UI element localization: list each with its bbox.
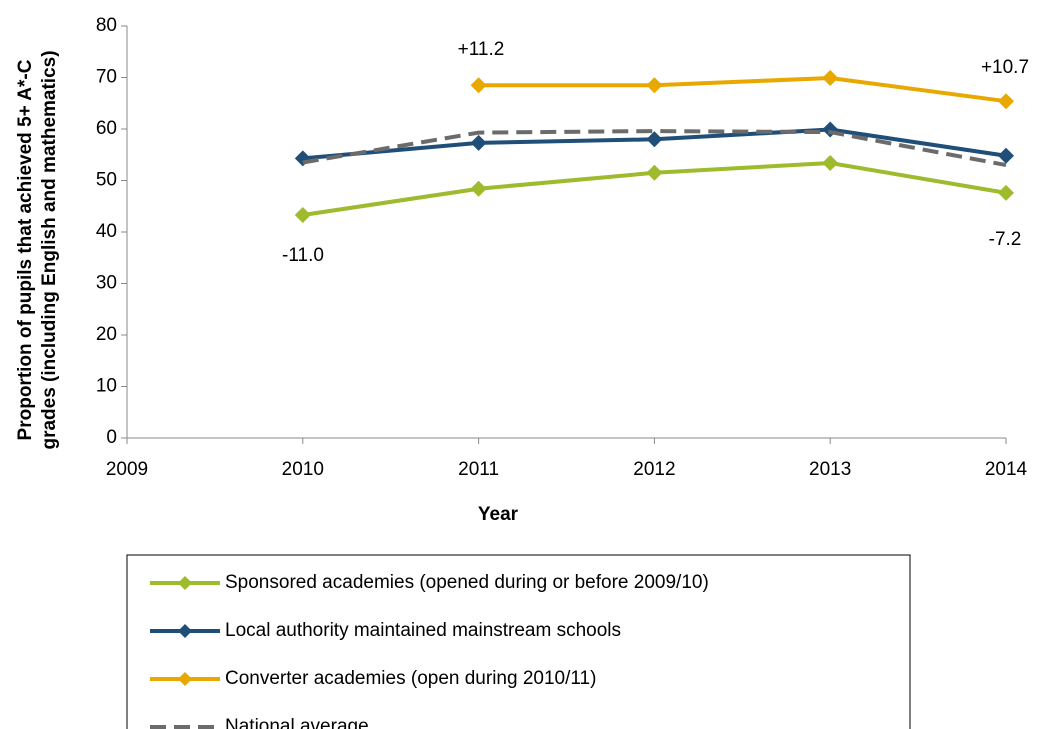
y-tick-label: 30 [96,273,117,294]
y-axis-title: grades (including English and mathematic… [39,50,60,449]
annotation: +11.2 [458,39,505,60]
legend-marker [178,672,192,686]
legend-label: Local authority maintained mainstream sc… [225,620,621,641]
data-point [998,93,1014,110]
annotation: -11.0 [282,245,324,266]
data-point [294,207,311,224]
y-tick-label: 80 [96,15,117,36]
y-tick-label: 10 [96,376,117,397]
data-point [294,150,311,167]
data-point [470,180,487,197]
y-tick-label: 70 [96,67,117,88]
data-point [470,77,487,94]
legend-box [126,554,911,729]
legend-marker [178,624,192,638]
x-tick-label: 2009 [106,459,148,480]
y-tick-label: 40 [96,221,117,242]
legend-label: Converter academies (open during 2010/11… [225,668,596,689]
legend-marker [178,576,192,590]
data-point [470,134,487,151]
legend-label: Sponsored academies (opened during or be… [225,572,709,593]
annotation: -7.2 [989,229,1022,250]
data-point [822,70,839,87]
data-point [646,131,663,148]
series-line [478,76,1007,104]
y-tick-label: 60 [96,118,117,139]
y-tick-label: 50 [96,170,117,191]
x-tick-label: 2011 [458,459,499,480]
data-point [998,184,1014,201]
data-point [998,147,1014,164]
data-point [646,77,663,94]
x-tick-label: 2012 [633,459,675,480]
data-point [646,164,663,181]
x-tick-label: 2010 [282,459,324,480]
y-tick-label: 20 [96,324,117,345]
legend-label: National average [225,716,369,729]
data-point [822,154,839,171]
x-tick-label: 2013 [809,459,851,480]
y-tick-label: 0 [106,427,117,448]
annotation: +10.7 [981,57,1029,78]
y-axis-title: Proportion of pupils that achieved 5+ A*… [15,59,36,440]
x-tick-label: 2014 [985,459,1028,480]
x-axis-title: Year [478,504,519,525]
series-line [302,129,1007,168]
